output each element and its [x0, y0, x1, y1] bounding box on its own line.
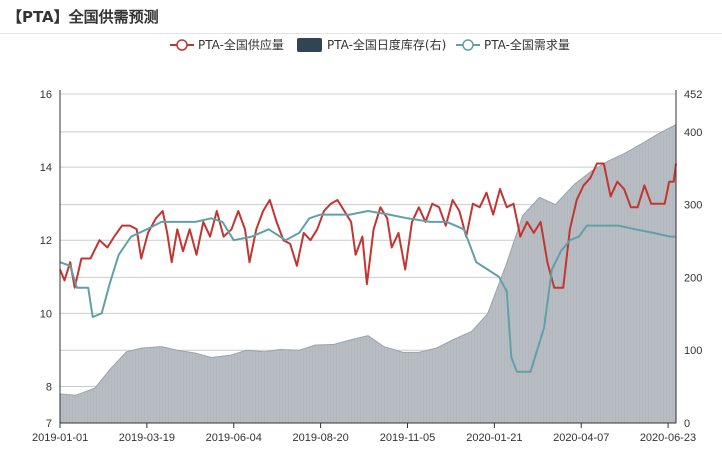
axes: 16 14 12 10 8 7 452 400 300 200 100 0 2019-01-01 2019… — [32, 89, 702, 444]
y-right-tick-label: 452 — [684, 89, 702, 101]
x-tick-label: 2019-11-05 — [380, 432, 435, 444]
y-left-tick-label: 16 — [40, 89, 52, 101]
y-right-tick-label: 0 — [684, 418, 690, 430]
legend-item-inventory[interactable]: PTA-全国日度库存(右) — [297, 37, 446, 52]
y-left-tick-label: 8 — [46, 381, 52, 393]
x-tick-label: 2019-01-01 — [32, 432, 88, 444]
x-tick-label: 2020-01-21 — [466, 432, 522, 444]
legend-label-inventory: PTA-全国日度库存(右) — [327, 37, 446, 52]
legend-label-demand: PTA-全国需求量 — [484, 37, 570, 52]
inventory-area — [59, 123, 677, 424]
y-left-tick-label: 14 — [40, 162, 52, 174]
y-left-tick-label: 10 — [40, 308, 52, 320]
legend-label-supply: PTA-全国供应量 — [198, 37, 284, 52]
y-right-tick-label: 200 — [684, 272, 702, 284]
y-right-tick-label: 300 — [684, 200, 702, 212]
chart-title: 【PTA】全国供需预测 — [7, 8, 159, 26]
inventory-area-layer — [59, 123, 677, 424]
x-tick-label: 2020-04-07 — [553, 432, 609, 444]
x-tick-label: 2019-08-20 — [292, 432, 348, 444]
x-tick-label: 2019-03-19 — [119, 432, 175, 444]
y-right-tick-label: 100 — [684, 345, 702, 357]
x-tick-label: 2020-06-23 — [640, 432, 696, 444]
y-left-tick-label: 12 — [40, 235, 52, 247]
y-right-tick-label: 400 — [684, 127, 702, 139]
supply-line[interactable] — [59, 162, 677, 289]
series-line-layer — [59, 162, 677, 373]
legend-item-demand[interactable]: PTA-全国需求量 — [456, 37, 570, 52]
y-left-tick-label: 7 — [46, 418, 52, 430]
legend-item-supply[interactable]: PTA-全国供应量 — [170, 37, 284, 52]
demand-line[interactable] — [59, 210, 676, 373]
title-divider — [0, 33, 722, 34]
x-tick-label: 2019-06-04 — [206, 432, 262, 444]
legend: PTA-全国供应量 PTA-全国日度库存(右) PTA-全国需求量 — [170, 37, 570, 52]
